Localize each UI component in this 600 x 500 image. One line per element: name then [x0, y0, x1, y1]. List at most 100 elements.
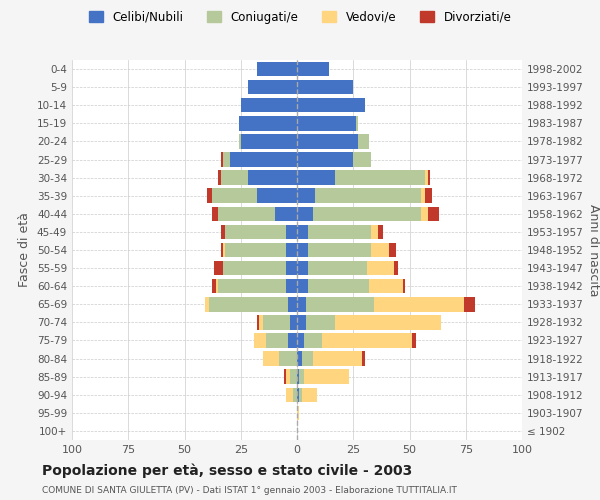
Bar [212, 279, 216, 293]
Bar [302, 388, 317, 402]
Bar [286, 370, 290, 384]
Bar [286, 243, 297, 257]
Text: COMUNE DI SANTA GIULETTA (PV) - Dati ISTAT 1° gennaio 2003 - Elaborazione TUTTIT: COMUNE DI SANTA GIULETTA (PV) - Dati IST… [42, 486, 457, 495]
Bar [421, 188, 425, 203]
Bar [371, 243, 389, 257]
Bar [362, 352, 365, 366]
Bar [355, 116, 358, 130]
Bar [389, 243, 396, 257]
Bar [248, 170, 297, 185]
Bar [297, 98, 365, 112]
Bar [412, 333, 416, 347]
Bar [290, 315, 297, 330]
Bar [275, 206, 297, 221]
Bar [248, 80, 297, 94]
Bar [299, 370, 304, 384]
Bar [286, 261, 297, 276]
Bar [207, 188, 212, 203]
Bar [288, 297, 297, 312]
Bar [304, 370, 349, 384]
Bar [297, 243, 308, 257]
Bar [315, 188, 421, 203]
Bar [297, 206, 313, 221]
Bar [297, 170, 335, 185]
Bar [254, 333, 265, 347]
Bar [297, 224, 308, 239]
Bar [293, 388, 297, 402]
Bar [335, 170, 425, 185]
Text: Popolazione per età, sesso e stato civile - 2003: Popolazione per età, sesso e stato civil… [42, 463, 412, 477]
Bar [322, 333, 412, 347]
Bar [218, 279, 286, 293]
Bar [308, 224, 371, 239]
Bar [297, 388, 299, 402]
Bar [221, 152, 223, 167]
Bar [290, 370, 297, 384]
Bar [297, 406, 299, 420]
Bar [313, 352, 362, 366]
Bar [239, 134, 241, 148]
Bar [288, 333, 297, 347]
Legend: Celibi/Nubili, Coniugati/e, Vedovi/e, Divorziati/e: Celibi/Nubili, Coniugati/e, Vedovi/e, Di… [84, 6, 516, 28]
Bar [286, 279, 297, 293]
Bar [425, 170, 427, 185]
Bar [297, 62, 329, 76]
Bar [265, 333, 288, 347]
Bar [297, 297, 306, 312]
Bar [378, 224, 383, 239]
Bar [313, 206, 421, 221]
Bar [212, 188, 257, 203]
Bar [225, 224, 286, 239]
Bar [286, 388, 293, 402]
Bar [297, 333, 304, 347]
Bar [427, 206, 439, 221]
Bar [218, 206, 275, 221]
Bar [297, 134, 358, 148]
Bar [358, 134, 369, 148]
Bar [263, 315, 290, 330]
Bar [212, 206, 218, 221]
Bar [223, 152, 229, 167]
Bar [257, 62, 297, 76]
Bar [223, 261, 286, 276]
Bar [302, 352, 313, 366]
Bar [425, 188, 432, 203]
Bar [394, 261, 398, 276]
Bar [421, 206, 427, 221]
Bar [403, 279, 405, 293]
Bar [229, 152, 297, 167]
Bar [304, 333, 322, 347]
Bar [353, 152, 371, 167]
Bar [205, 297, 209, 312]
Bar [279, 352, 297, 366]
Bar [221, 170, 248, 185]
Bar [216, 279, 218, 293]
Bar [284, 370, 286, 384]
Bar [257, 315, 259, 330]
Bar [369, 279, 403, 293]
Bar [225, 243, 286, 257]
Bar [371, 224, 378, 239]
Bar [239, 116, 297, 130]
Bar [297, 279, 308, 293]
Bar [209, 297, 288, 312]
Y-axis label: Fasce di età: Fasce di età [19, 212, 31, 288]
Bar [297, 370, 299, 384]
Bar [308, 279, 369, 293]
Bar [306, 315, 335, 330]
Bar [221, 224, 225, 239]
Bar [241, 98, 297, 112]
Bar [241, 134, 297, 148]
Bar [297, 188, 315, 203]
Bar [297, 261, 308, 276]
Bar [297, 152, 353, 167]
Bar [263, 352, 279, 366]
Bar [308, 243, 371, 257]
Bar [223, 243, 225, 257]
Bar [297, 315, 306, 330]
Y-axis label: Anni di nascita: Anni di nascita [587, 204, 600, 296]
Bar [464, 297, 475, 312]
Bar [297, 116, 355, 130]
Bar [297, 352, 302, 366]
Bar [373, 297, 464, 312]
